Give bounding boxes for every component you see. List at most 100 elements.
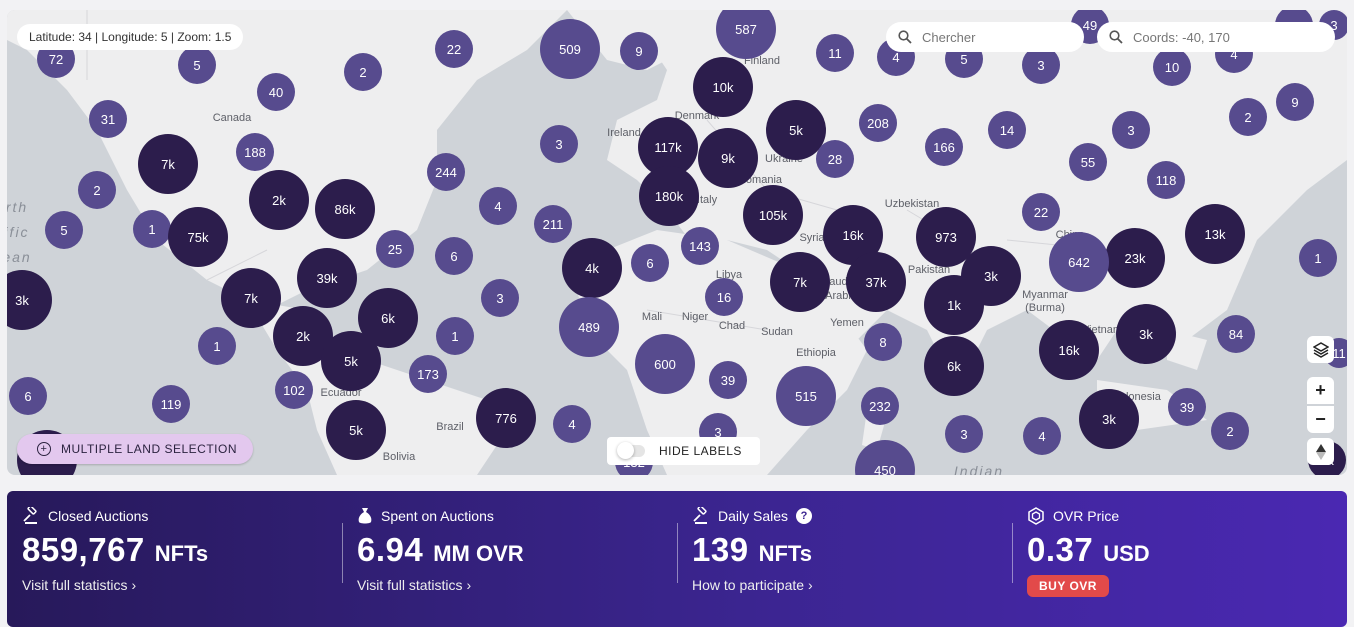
multiple-land-selection-button[interactable]: + MULTIPLE LAND SELECTION (17, 434, 253, 464)
land-cluster-marker[interactable]: 5k (321, 331, 381, 391)
coords-input[interactable]: Coords: -40, 170 (1097, 22, 1335, 52)
land-cluster-marker[interactable]: 2 (78, 171, 116, 209)
land-cluster-marker[interactable]: 3 (540, 125, 578, 163)
map[interactable]: Canada Finland Denmark Ireland Ukraine Romani… (7, 10, 1347, 475)
land-cluster-marker[interactable]: 3 (1112, 111, 1150, 149)
land-cluster-marker[interactable]: 1 (436, 317, 474, 355)
land-cluster-marker[interactable]: 118 (1147, 161, 1185, 199)
land-cluster-marker[interactable]: 3 (1022, 46, 1060, 84)
stat-value: 139 (692, 531, 749, 568)
land-cluster-marker[interactable]: 208 (859, 104, 897, 142)
land-cluster-marker[interactable]: 143 (681, 227, 719, 265)
land-cluster-marker[interactable]: 776 (476, 388, 536, 448)
land-cluster-marker[interactable]: 4k (562, 238, 622, 298)
land-cluster-marker[interactable]: 509 (540, 19, 600, 79)
land-cluster-marker[interactable]: 4 (479, 187, 517, 225)
land-cluster-marker[interactable]: 8 (864, 323, 902, 361)
land-cluster-marker[interactable]: 6 (9, 377, 47, 415)
land-cluster-marker[interactable]: 9 (1276, 83, 1314, 121)
land-cluster-marker[interactable]: 188 (236, 133, 274, 171)
land-cluster-marker[interactable]: 3k (7, 270, 52, 330)
land-cluster-marker[interactable]: 75k (168, 207, 228, 267)
land-cluster-marker[interactable]: 23k (1105, 228, 1165, 288)
land-cluster-marker[interactable]: 3k (1079, 389, 1139, 449)
land-cluster-marker[interactable]: 22 (435, 30, 473, 68)
land-cluster-marker[interactable]: 166 (925, 128, 963, 166)
land-cluster-marker[interactable]: 244 (427, 153, 465, 191)
ovr-hexagon-icon (1028, 507, 1044, 525)
land-cluster-marker[interactable]: 587 (716, 10, 776, 59)
land-cluster-marker[interactable]: 5 (45, 211, 83, 249)
land-cluster-marker[interactable]: 39 (1168, 388, 1206, 426)
land-cluster-marker[interactable]: 1 (1299, 239, 1337, 277)
land-cluster-marker[interactable]: 22 (1022, 193, 1060, 231)
stat-title: Daily Sales (718, 508, 789, 524)
land-cluster-marker[interactable]: 10k (693, 57, 753, 117)
land-cluster-marker[interactable]: 25 (376, 230, 414, 268)
land-cluster-marker[interactable]: 9 (620, 32, 658, 70)
land-cluster-marker[interactable]: 4 (1023, 417, 1061, 455)
land-cluster-marker[interactable]: 3k (1116, 304, 1176, 364)
visit-full-statistics-link[interactable]: Visit full statistics › (357, 577, 677, 593)
land-cluster-marker[interactable]: 232 (861, 387, 899, 425)
land-cluster-marker[interactable]: 28 (816, 140, 854, 178)
land-cluster-marker[interactable]: 11 (816, 34, 854, 72)
land-cluster-marker[interactable]: 4 (553, 405, 591, 443)
land-cluster-marker[interactable]: 40 (257, 73, 295, 111)
land-cluster-marker[interactable]: 102 (275, 371, 313, 409)
land-cluster-marker[interactable]: 7k (138, 134, 198, 194)
land-cluster-marker[interactable]: 14 (988, 111, 1026, 149)
land-cluster-marker[interactable]: 6 (435, 237, 473, 275)
land-cluster-marker[interactable]: 84 (1217, 315, 1255, 353)
land-cluster-marker[interactable]: 6 (631, 244, 669, 282)
land-cluster-marker[interactable]: 2 (1229, 98, 1267, 136)
layers-button[interactable] (1307, 336, 1334, 363)
land-cluster-marker[interactable]: 119 (152, 385, 190, 423)
land-cluster-marker[interactable]: 180k (639, 166, 699, 226)
land-cluster-marker[interactable]: 173 (409, 355, 447, 393)
search-input[interactable]: Chercher (886, 22, 1084, 52)
land-cluster-marker[interactable]: 2 (1211, 412, 1249, 450)
buy-ovr-button[interactable]: BUY OVR (1027, 575, 1109, 597)
land-cluster-marker[interactable]: 489 (559, 297, 619, 357)
toggle-switch[interactable] (617, 442, 645, 459)
land-cluster-marker[interactable]: 3 (481, 279, 519, 317)
land-cluster-marker[interactable]: 55 (1069, 143, 1107, 181)
land-cluster-marker[interactable]: 86k (315, 179, 375, 239)
land-cluster-marker[interactable]: 10 (1153, 48, 1191, 86)
land-cluster-marker[interactable]: 1 (198, 327, 236, 365)
land-cluster-marker[interactable]: 211 (534, 205, 572, 243)
land-cluster-marker[interactable]: 7k (770, 252, 830, 312)
land-cluster-marker[interactable]: 1k (924, 275, 984, 335)
land-cluster-marker[interactable]: 2k (249, 170, 309, 230)
land-cluster-marker[interactable]: 3 (945, 415, 983, 453)
land-cluster-marker[interactable]: 5 (178, 46, 216, 84)
compass-button[interactable] (1307, 438, 1334, 465)
how-to-participate-link[interactable]: How to participate › (692, 577, 1012, 593)
land-cluster-marker[interactable]: 642 (1049, 232, 1109, 292)
land-cluster-marker[interactable]: 105k (743, 185, 803, 245)
place-label: Yemen (830, 317, 864, 329)
land-cluster-marker[interactable]: 31 (89, 100, 127, 138)
zoom-out-button[interactable]: − (1307, 406, 1334, 433)
land-cluster-marker[interactable]: 5k (326, 400, 386, 460)
land-cluster-marker[interactable]: 515 (776, 366, 836, 426)
land-cluster-marker[interactable]: 7k (221, 268, 281, 328)
land-cluster-marker[interactable]: 13k (1185, 204, 1245, 264)
visit-full-statistics-link[interactable]: Visit full statistics › (22, 577, 342, 593)
land-cluster-marker[interactable]: 600 (635, 334, 695, 394)
land-cluster-marker[interactable]: 2 (344, 53, 382, 91)
land-cluster-marker[interactable]: 39 (709, 361, 747, 399)
land-cluster-marker[interactable]: 16 (705, 278, 743, 316)
zoom-in-button[interactable]: + (1307, 377, 1334, 404)
hide-labels-toggle[interactable]: HIDE LABELS (607, 437, 760, 465)
land-cluster-marker[interactable]: 9k (698, 128, 758, 188)
land-cluster-marker[interactable]: 6k (924, 336, 984, 396)
land-cluster-marker[interactable]: 37k (846, 252, 906, 312)
land-cluster-marker[interactable]: 5k (766, 100, 826, 160)
land-cluster-marker[interactable]: 39k (297, 248, 357, 308)
compass-icon (1315, 443, 1326, 460)
help-icon[interactable]: ? (796, 508, 813, 524)
land-cluster-marker[interactable]: 16k (1039, 320, 1099, 380)
land-cluster-marker[interactable]: 1 (133, 210, 171, 248)
